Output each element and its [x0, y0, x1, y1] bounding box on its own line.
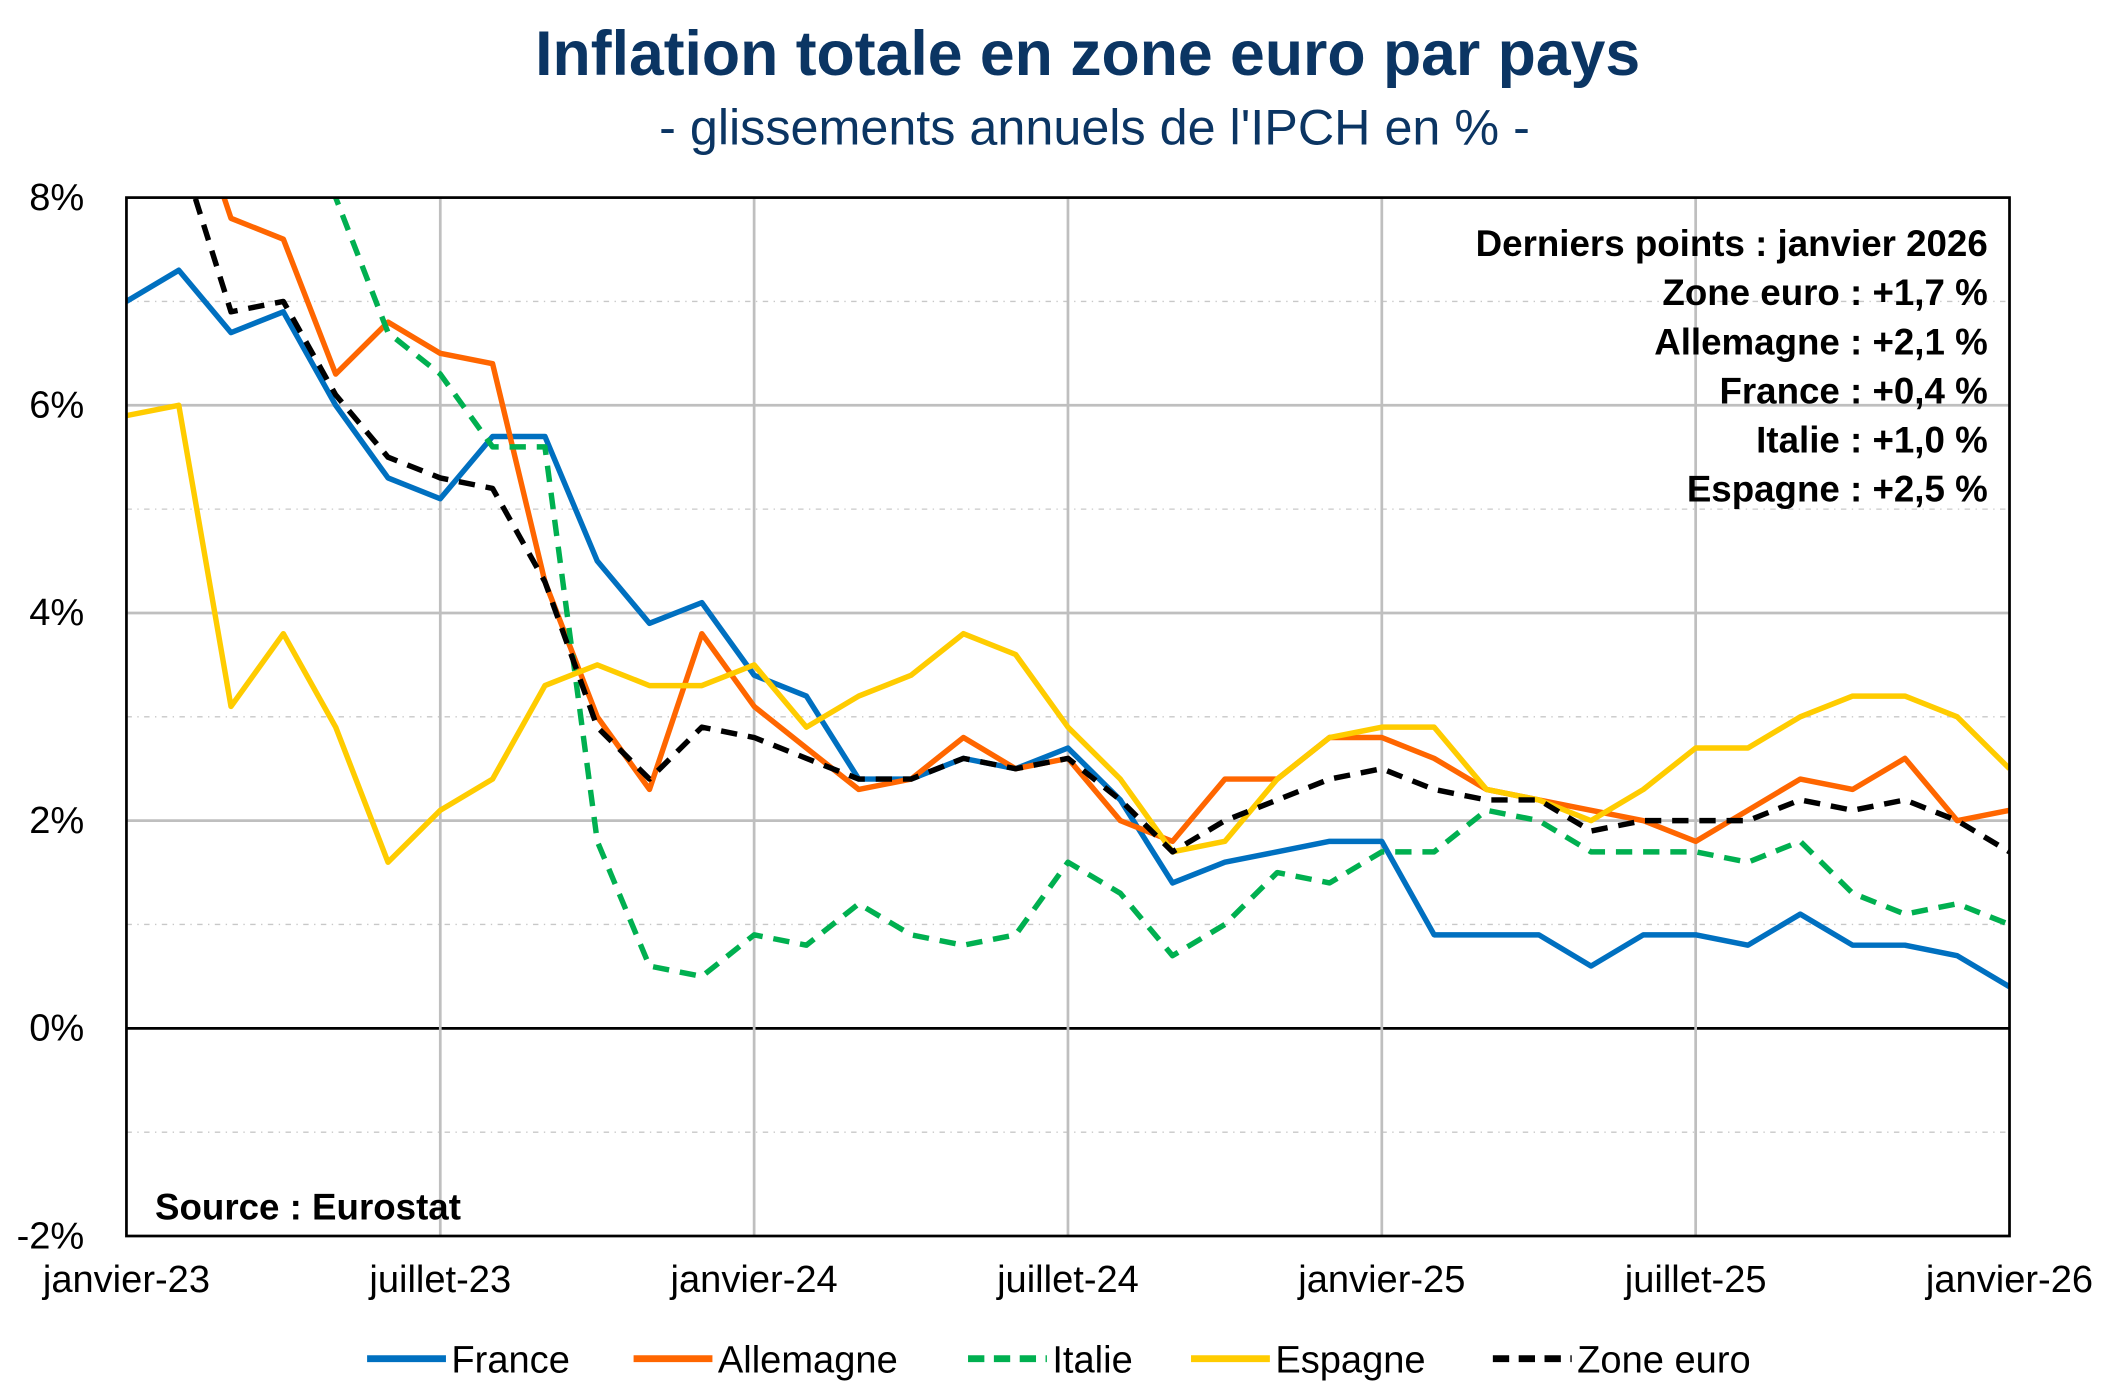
legend-item: Espagne — [1191, 1339, 1426, 1381]
legend-item: Italie — [968, 1339, 1133, 1381]
legend-item: Zone euro — [1492, 1339, 1751, 1381]
y-tick-label: 0% — [29, 1008, 84, 1050]
y-tick-label: 2% — [29, 800, 84, 842]
y-tick-label: -2% — [17, 1215, 85, 1257]
chart-title: Inflation totale en zone euro par pays — [535, 19, 1640, 89]
legend-label: France — [451, 1339, 569, 1381]
y-tick-label: 6% — [29, 385, 84, 427]
x-tick-label: janvier-25 — [1297, 1259, 1465, 1301]
y-tick-label: 4% — [29, 592, 84, 634]
legend-label: Zone euro — [1577, 1339, 1751, 1381]
legend-item: Allemagne — [633, 1339, 898, 1381]
legend-item: France — [367, 1339, 570, 1381]
series-lines — [126, 197, 2010, 990]
chart-subtitle: - glissements annuels de l'IPCH en % - — [659, 98, 1530, 155]
plot-frame — [125, 196, 2011, 1238]
annotation-line: Espagne : +2,5 % — [1687, 468, 1988, 509]
y-tick-label: 8% — [29, 177, 84, 219]
legend-label: Espagne — [1275, 1339, 1425, 1381]
x-tick-label: janvier-24 — [670, 1259, 838, 1301]
x-axis-ticks: janvier-23 juillet-23 janvier-24 juillet-24… — [42, 1259, 2093, 1301]
gridlines — [126, 197, 2010, 1237]
annotation-line: France : +0,4 % — [1719, 370, 1987, 411]
y-axis-ticks: 8% 6% 4% 2% 0% -2% — [17, 177, 85, 1257]
series-line-france — [126, 267, 2010, 990]
x-tick-label: janvier-26 — [1925, 1259, 2093, 1301]
series-line-zone-euro — [192, 197, 2010, 855]
legend-label: Allemagne — [718, 1339, 898, 1381]
legend-label: Italie — [1052, 1339, 1132, 1381]
annotation-line: Zone euro : +1,7 % — [1662, 272, 1987, 313]
x-tick-label: juillet-25 — [1624, 1259, 1767, 1301]
x-tick-label: juillet-24 — [996, 1259, 1139, 1301]
latest-values-annotation: Derniers points : janvier 2026 Zone euro … — [1476, 223, 1988, 509]
series-line-italie — [332, 197, 2010, 980]
series-line-espagne — [126, 402, 2010, 865]
x-tick-label: juillet-23 — [368, 1259, 511, 1301]
legend: France Allemagne Italie Espagne Zone euro — [367, 1339, 1751, 1381]
annotation-line: Italie : +1,0 % — [1756, 419, 1988, 460]
x-tick-label: janvier-23 — [42, 1259, 210, 1301]
annotation-line: Derniers points : janvier 2026 — [1476, 223, 1988, 264]
source-label: Source : Eurostat — [155, 1187, 461, 1228]
annotation-line: Allemagne : +2,1 % — [1654, 321, 1988, 362]
